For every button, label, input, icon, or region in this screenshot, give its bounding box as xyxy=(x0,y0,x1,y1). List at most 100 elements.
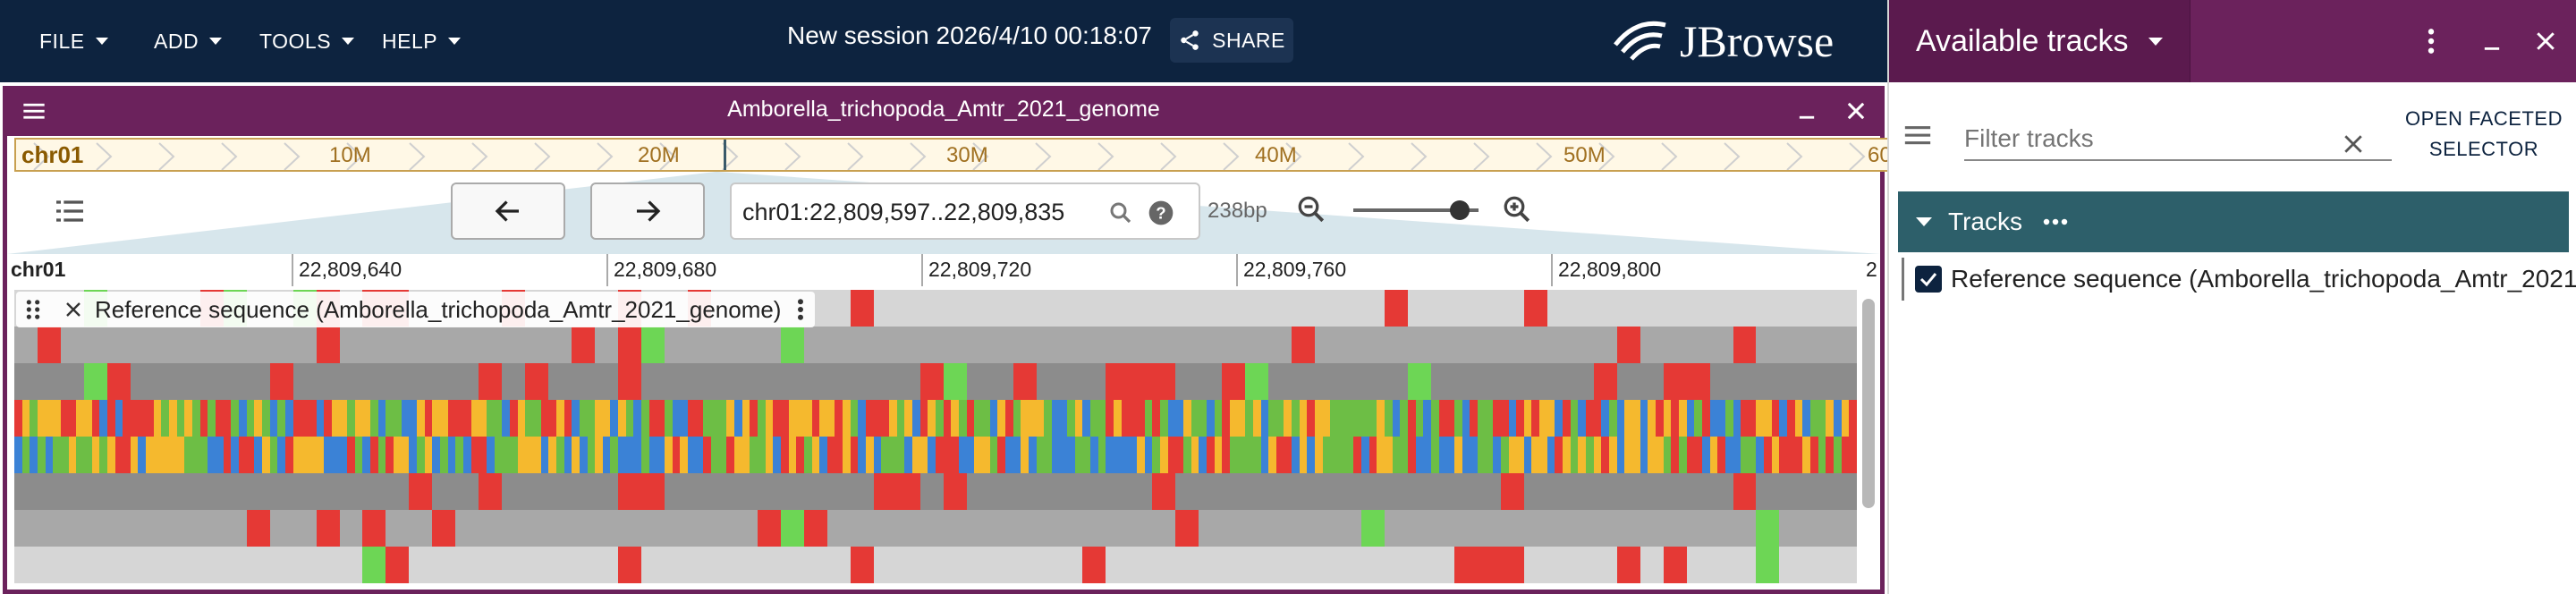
share-label: SHARE xyxy=(1212,28,1285,52)
base-cell xyxy=(486,437,496,473)
base-cell xyxy=(1748,400,1758,437)
track-menu-icon[interactable] xyxy=(795,296,806,323)
base-cell xyxy=(1724,437,1734,473)
zoom-slider-thumb[interactable] xyxy=(1450,200,1470,220)
pan-left-button[interactable] xyxy=(451,182,565,240)
base-cell xyxy=(1299,437,1309,473)
view-menu-icon[interactable] xyxy=(21,98,47,123)
base-cell xyxy=(1044,400,1053,437)
minimize-view-icon[interactable] xyxy=(1794,98,1819,123)
base-cell xyxy=(1438,400,1447,437)
add-menu[interactable]: ADD xyxy=(154,25,223,57)
base-cell xyxy=(1345,437,1354,473)
base-cell xyxy=(819,437,828,473)
base-cell xyxy=(826,400,836,437)
category-header-tracks[interactable]: Tracks xyxy=(1898,191,2569,252)
base-cell xyxy=(83,437,93,473)
filter-tracks-input[interactable] xyxy=(1964,118,2392,161)
stop-codon xyxy=(479,363,503,400)
zoom-out-icon[interactable] xyxy=(1295,193,1327,225)
stop-codon xyxy=(803,510,827,547)
base-cell xyxy=(757,400,767,437)
drag-handle-icon[interactable] xyxy=(23,297,43,322)
help-menu[interactable]: HELP xyxy=(382,25,462,57)
tools-menu[interactable]: TOOLS xyxy=(259,25,355,57)
session-title[interactable]: New session 2026/4/10 00:18:07 xyxy=(787,21,1152,49)
base-cell xyxy=(292,400,301,437)
file-menu[interactable]: FILE xyxy=(39,25,108,57)
close-panel-button[interactable] xyxy=(2528,23,2563,59)
stop-codon xyxy=(1616,327,1640,363)
base-cell xyxy=(37,437,47,473)
zoom-in-icon[interactable] xyxy=(1501,193,1533,225)
base-cell xyxy=(1361,400,1370,437)
base-cell xyxy=(470,400,479,437)
overview-tick: 40M xyxy=(1255,143,1297,167)
base-cell xyxy=(1678,437,1688,473)
search-icon[interactable] xyxy=(1107,199,1134,226)
base-cell xyxy=(409,437,418,473)
base-cell xyxy=(1106,400,1114,437)
base-cell xyxy=(1724,400,1734,437)
track-list-item[interactable]: Reference sequence (Amborella_trichopoda… xyxy=(1902,258,2576,301)
minimize-icon xyxy=(2484,47,2500,50)
track-selector-icon[interactable] xyxy=(52,193,88,229)
base-cell xyxy=(1330,437,1339,473)
base-cell xyxy=(843,437,852,473)
base-cell xyxy=(1446,437,1455,473)
base-cell xyxy=(386,400,394,437)
vertical-scrollbar[interactable] xyxy=(1862,299,1875,508)
base-cell xyxy=(1570,400,1579,437)
base-cell xyxy=(555,437,565,473)
base-cell xyxy=(1160,400,1169,437)
base-cell xyxy=(672,437,681,473)
base-cell xyxy=(1430,437,1440,473)
more-horiz-icon[interactable] xyxy=(2042,217,2069,226)
base-cell xyxy=(1392,437,1401,473)
close-track-icon[interactable] xyxy=(63,299,84,320)
overview-tick: 60 xyxy=(1868,143,1887,167)
track-label[interactable]: Reference sequence (Amborella_trichopoda… xyxy=(16,292,816,327)
base-cell xyxy=(339,400,348,437)
base-cell xyxy=(1415,400,1424,437)
help-icon[interactable]: ? xyxy=(1147,199,1175,227)
start-codon xyxy=(362,547,386,583)
ruler-tick xyxy=(1551,254,1553,286)
base-cell xyxy=(1106,437,1114,473)
coordinate-ruler[interactable]: chr01 22,809,640 22,809,680 22,809,720 2… xyxy=(7,254,1880,286)
base-cell xyxy=(324,400,333,437)
caret-down-icon xyxy=(209,38,223,45)
clear-filter-icon[interactable] xyxy=(2340,131,2367,157)
base-cell xyxy=(53,437,62,473)
open-faceted-selector-button[interactable]: OPEN FACETED SELECTOR xyxy=(2399,104,2569,165)
track-checkbox[interactable] xyxy=(1915,266,1942,293)
pan-right-button[interactable] xyxy=(590,182,705,240)
hamburger-menu-icon[interactable] xyxy=(1902,120,1934,150)
base-cell xyxy=(130,400,140,437)
panel-menu-button[interactable] xyxy=(2413,23,2449,59)
category-label: Tracks xyxy=(1948,208,2022,235)
base-cell xyxy=(1114,400,1123,437)
base-cell xyxy=(316,437,325,473)
base-cell xyxy=(1121,400,1130,437)
base-cell xyxy=(981,400,991,437)
ruler-tick-label: 22,809,760 xyxy=(1243,258,1347,281)
sequence-track-rows[interactable] xyxy=(14,290,1857,583)
location-search-input[interactable]: chr01:22,809,597..22,809,835 ? xyxy=(730,182,1200,240)
stop-codon xyxy=(1477,547,1501,583)
minimize-panel-button[interactable] xyxy=(2474,23,2510,59)
widget-selector[interactable]: Available tracks xyxy=(1889,0,2190,82)
base-cell xyxy=(14,437,23,473)
share-button[interactable]: SHARE xyxy=(1170,18,1293,63)
overview-scale-bar[interactable]: chr01 10M 20M 30M 40M 50M 60 xyxy=(14,138,1889,172)
stop-codon xyxy=(1453,547,1478,583)
zoom-slider[interactable] xyxy=(1353,200,1479,220)
close-view-icon[interactable] xyxy=(1843,98,1868,123)
base-cell xyxy=(1779,400,1788,437)
base-cell xyxy=(1546,437,1556,473)
base-cell xyxy=(858,437,867,473)
base-cell xyxy=(409,400,418,437)
view-title[interactable]: Amborella_trichopoda_Amtr_2021_genome xyxy=(727,97,1160,122)
base-cell xyxy=(951,400,960,437)
stop-codon xyxy=(362,510,386,547)
